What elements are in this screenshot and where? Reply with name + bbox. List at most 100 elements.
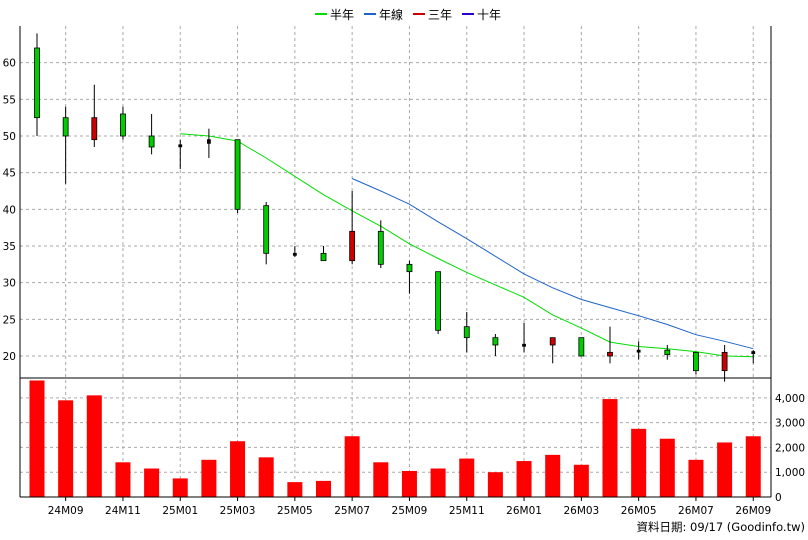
candle-body — [607, 351, 613, 357]
candle — [349, 191, 356, 265]
chart-frame — [19, 26, 772, 501]
candle — [34, 33, 40, 136]
candle-body — [492, 337, 499, 346]
candle-body — [234, 139, 241, 210]
candle — [377, 220, 384, 268]
axis-labels: 20 25 30 35 40 45 50 55 60 0 1,000 2,000 3,000 4,000 2… — [3, 58, 805, 517]
candle-body — [91, 117, 98, 141]
volume-bar — [373, 462, 389, 497]
candle — [91, 84, 98, 147]
candle-body — [549, 337, 556, 346]
volume-tick-label: 0 — [775, 492, 782, 504]
volume-bar — [602, 399, 618, 497]
candle-body — [263, 205, 270, 254]
volume-bar — [631, 428, 647, 497]
price-tick-label: 20 — [3, 351, 16, 363]
x-tick-label: 25M07 — [334, 505, 370, 517]
volume-bar — [230, 441, 246, 497]
x-tick-label: 26M07 — [678, 505, 714, 517]
candle — [721, 345, 728, 382]
candle — [549, 337, 556, 364]
grid — [20, 26, 771, 497]
price-tick-label: 45 — [3, 168, 16, 180]
candle — [292, 246, 297, 257]
volume-bar — [545, 454, 561, 497]
candle — [578, 337, 585, 357]
volume-bar — [516, 461, 532, 497]
volume-bar — [688, 459, 704, 497]
volume-bar — [58, 400, 74, 497]
volume-bar — [659, 438, 675, 497]
volume-bar — [401, 470, 417, 497]
candle-body — [292, 252, 297, 256]
volume-bar — [86, 395, 102, 497]
volume-bar — [430, 468, 446, 497]
legend-item-year-line: 年線 — [364, 5, 403, 23]
series-line — [180, 133, 754, 358]
volume-bar — [172, 478, 188, 497]
candle — [664, 345, 671, 360]
legend-label-three-year: 三年 — [428, 7, 453, 22]
candle-body — [463, 326, 470, 339]
volume-bar — [29, 380, 45, 497]
candle — [751, 350, 756, 364]
price-tick-label: 25 — [3, 314, 16, 326]
candle-body — [578, 337, 585, 357]
candle — [463, 312, 470, 353]
volume-bar — [115, 462, 131, 497]
volume-bar — [344, 436, 360, 497]
volume-tick-label: 1,000 — [775, 467, 805, 479]
volume-bar — [745, 436, 761, 497]
candle-body — [693, 351, 699, 372]
price-tick-label: 40 — [3, 204, 16, 216]
volume-bars — [29, 380, 761, 497]
volume-tick-label: 2,000 — [775, 442, 805, 454]
candle — [178, 139, 183, 169]
volume-bar — [573, 464, 589, 497]
legend-label-half-year: 半年 — [330, 7, 355, 22]
series-line — [351, 178, 754, 350]
candle — [693, 351, 699, 375]
volume-bar — [487, 472, 503, 497]
volume-tick-label: 3,000 — [775, 418, 805, 430]
volume-bar — [258, 457, 274, 497]
price-tick-label: 60 — [3, 58, 16, 70]
candle-body — [62, 117, 69, 137]
x-tick-label: 26M03 — [563, 505, 599, 517]
volume-bar — [717, 442, 733, 497]
candle-body — [34, 47, 40, 119]
candle — [120, 106, 126, 140]
volume-bar — [201, 459, 217, 497]
x-tick-label: 26M09 — [735, 505, 771, 517]
candle-body — [349, 230, 356, 262]
x-tick-label: 25M03 — [220, 505, 256, 517]
candle — [607, 326, 613, 364]
candle-body — [435, 271, 442, 331]
legend-label-year-line: 年線 — [379, 7, 404, 22]
candle-body — [148, 135, 155, 148]
legend-swatch-three-year — [413, 13, 426, 15]
candle — [522, 323, 526, 353]
candle — [263, 202, 270, 265]
legend-item-half-year: 半年 — [315, 5, 354, 23]
price-tick-label: 50 — [3, 131, 16, 143]
candle-body — [721, 351, 728, 372]
legend-label-ten-year: 十年 — [477, 7, 502, 22]
legend-swatch-year-line — [364, 13, 377, 15]
candle-body — [522, 343, 526, 347]
candle-body — [636, 349, 641, 353]
candle-body — [178, 144, 183, 148]
candle — [206, 128, 211, 158]
volume-bar — [316, 480, 331, 497]
legend-item-ten-year: 十年 — [462, 5, 501, 23]
volume-tick-label: 4,000 — [775, 393, 805, 405]
x-tick-label: 25M05 — [277, 505, 313, 517]
candle — [435, 271, 442, 334]
price-tick-label: 35 — [3, 241, 16, 253]
candle-body — [751, 351, 756, 355]
volume-bar — [459, 458, 475, 497]
x-tick-label: 24M09 — [48, 505, 84, 517]
candle-body — [320, 252, 327, 262]
legend-item-three-year: 三年 — [413, 5, 452, 23]
candle-body — [406, 263, 413, 273]
